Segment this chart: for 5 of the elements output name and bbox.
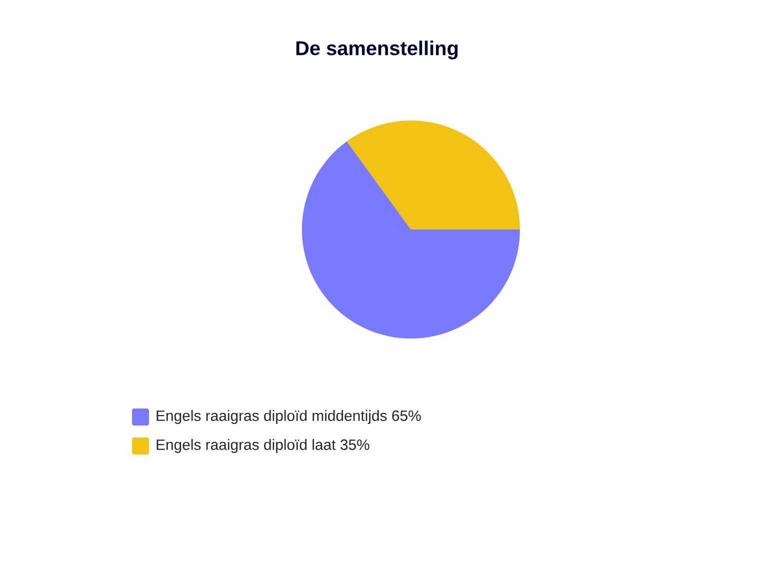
chart-title: De samenstelling <box>296 40 458 60</box>
data-label: 65% <box>392 410 421 421</box>
data-label: 35% <box>340 439 370 450</box>
legend-label: Engels raaigras diploïd laat <box>156 439 336 453</box>
legend-label: Engels raaigras diploïd middentijds <box>156 410 387 424</box>
